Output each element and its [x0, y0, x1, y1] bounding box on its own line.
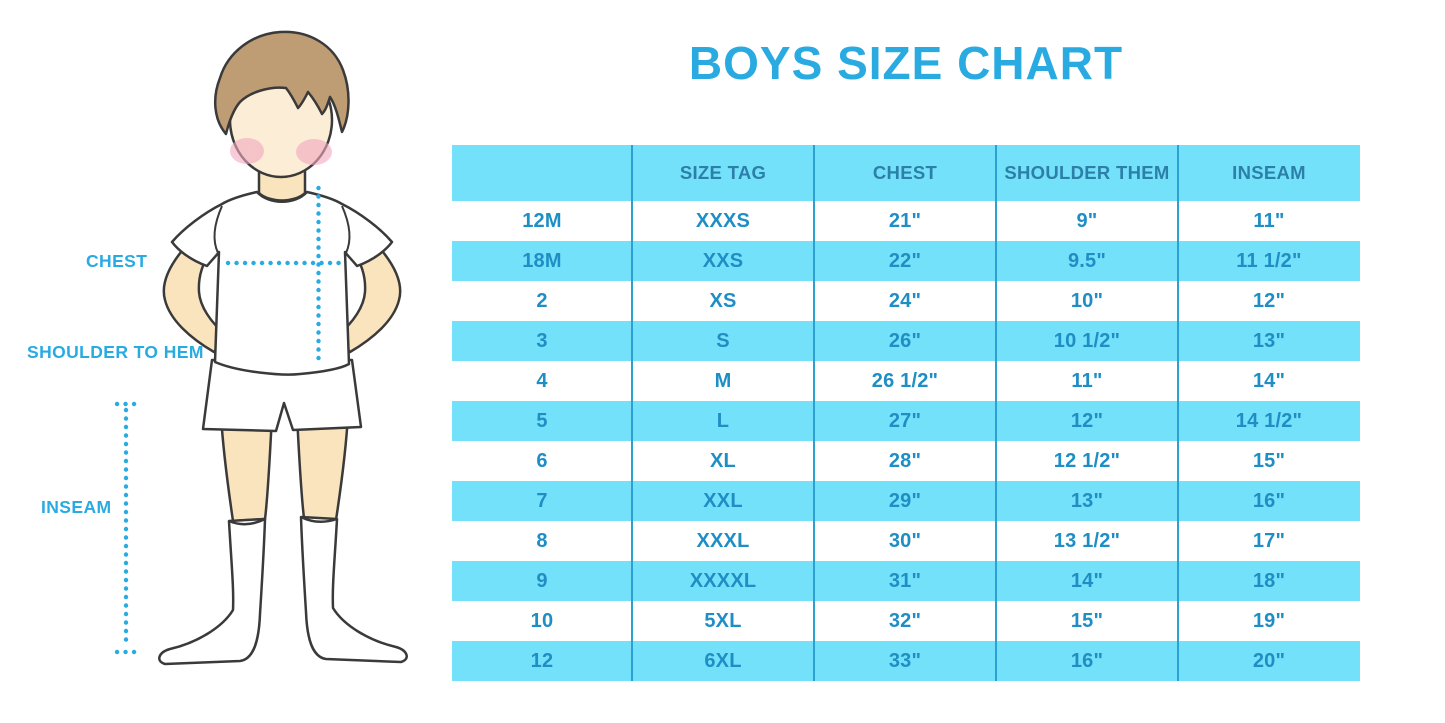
- table-row: 7 XXL 29" 13" 16": [452, 481, 1360, 521]
- inseam-label: INSEAM: [41, 497, 112, 517]
- header-cell-shoulder: SHOULDER THEM: [1004, 162, 1170, 183]
- table-cell: 5XL: [704, 609, 742, 632]
- table-cell: 18M: [522, 249, 562, 272]
- page-title: BOYS SIZE CHART: [688, 37, 1124, 89]
- table-row: 12 6XL 33" 16" 20": [452, 641, 1360, 681]
- table-cell: 17": [1252, 529, 1286, 552]
- table-cell: 31": [888, 569, 922, 592]
- table-cell: 12 1/2": [1053, 449, 1121, 472]
- table-cell: 13 1/2": [1053, 529, 1121, 552]
- column-divider: [813, 145, 815, 681]
- arms: [162, 244, 402, 354]
- table-cell: 16": [1070, 649, 1104, 672]
- table-cell: 13": [1252, 329, 1286, 352]
- column-divider: [995, 145, 997, 681]
- header-cell-size: [452, 145, 632, 201]
- column-divider: [631, 145, 633, 681]
- table-header-row: SIZE TAG CHEST SHOULDER THEM INSEAM: [452, 145, 1360, 201]
- table-cell: XXXXL: [689, 569, 757, 592]
- table-cell: 10 1/2": [1053, 329, 1121, 352]
- table-cell: 16": [1252, 489, 1286, 512]
- table-cell: 14": [1252, 369, 1286, 392]
- table-cell: 11": [1253, 209, 1285, 232]
- chest-label: CHEST: [86, 251, 148, 271]
- table-cell: 4: [536, 369, 548, 392]
- table-cell: 29": [888, 489, 922, 512]
- table-cell: S: [716, 329, 730, 352]
- table-cell: 6XL: [704, 649, 742, 672]
- table-cell: 18": [1252, 569, 1286, 592]
- table-row: 18M XXS 22" 9.5" 11 1/2": [452, 241, 1360, 281]
- table-cell: 5: [536, 409, 548, 432]
- table-row: 2 XS 24" 10" 12": [452, 281, 1360, 321]
- table-cell: XL: [710, 449, 736, 472]
- inseam-dimension-line: [114, 401, 145, 655]
- table-cell: XXS: [702, 249, 744, 272]
- table-cell: 6: [536, 449, 548, 472]
- table-cell: 20": [1252, 649, 1286, 672]
- table-cell: 19": [1252, 609, 1286, 632]
- table-body: 12M XXXS 21" 9" 11" 18M XXS 22" 9.5" 11 1/2" 2 XS 24…: [452, 201, 1360, 681]
- table-cell: 12": [1070, 409, 1104, 432]
- shoulder-to-hem-label: SHOULDER TO HEM: [27, 342, 204, 362]
- table-cell: 8: [536, 529, 548, 552]
- table-cell: 21": [888, 209, 922, 232]
- size-table: SIZE TAG CHEST SHOULDER THEM INSEAM 12M X…: [452, 145, 1360, 681]
- table-cell: 9.5": [1067, 249, 1107, 272]
- table-cell: 11 1/2": [1236, 249, 1302, 272]
- table-cell: 9: [536, 569, 548, 592]
- table-cell: XS: [709, 289, 737, 312]
- table-cell: XXL: [703, 489, 743, 512]
- table-cell: 10: [530, 609, 554, 632]
- table-cell: 15": [1252, 449, 1286, 472]
- table-cell: 15": [1070, 609, 1104, 632]
- table-cell: 3: [536, 329, 548, 352]
- table-cell: 33": [888, 649, 922, 672]
- table-cell: 13": [1070, 489, 1104, 512]
- table-cell: 26": [888, 329, 922, 352]
- table-cell: 10": [1070, 289, 1104, 312]
- table-cell: 27": [888, 409, 922, 432]
- table-row: 10 5XL 32" 15" 19": [452, 601, 1360, 641]
- table-row: 6 XL 28" 12 1/2" 15": [452, 441, 1360, 481]
- table-cell: 2: [536, 289, 548, 312]
- header-cell-inseam: INSEAM: [1232, 162, 1306, 183]
- table-row: 9 XXXXL 31" 14" 18": [452, 561, 1360, 601]
- table-row: 12M XXXS 21" 9" 11": [452, 201, 1360, 241]
- table-cell: 26 1/2": [871, 369, 939, 392]
- table-cell: 9": [1076, 209, 1098, 232]
- socks: [158, 515, 408, 666]
- header-cell-chest: CHEST: [872, 162, 938, 183]
- table-cell: L: [716, 409, 730, 432]
- cheeks: [230, 138, 332, 165]
- hair: [213, 30, 350, 136]
- table-cell: 7: [536, 489, 548, 512]
- table-cell: 30": [888, 529, 922, 552]
- table-cell: 24": [888, 289, 922, 312]
- table-cell: XXXL: [696, 529, 750, 552]
- table-cell: 32": [888, 609, 922, 632]
- table-row: 4 M 26 1/2" 11" 14": [452, 361, 1360, 401]
- table-cell: 14": [1070, 569, 1104, 592]
- table-cell: 22": [888, 249, 922, 272]
- column-divider: [1177, 145, 1179, 681]
- header-cell-size-tag: SIZE TAG: [679, 162, 767, 183]
- table-cell: 12": [1252, 289, 1286, 312]
- t-shirt: [170, 190, 394, 376]
- legs: [219, 413, 350, 523]
- boy-figure-illustration: [114, 30, 408, 666]
- table-row: 8 XXXL 30" 13 1/2" 17": [452, 521, 1360, 561]
- table-cell: XXXS: [695, 209, 751, 232]
- table-row: 3 S 26" 10 1/2" 13": [452, 321, 1360, 361]
- table-cell: 14 1/2": [1235, 409, 1303, 432]
- table-cell: 12M: [522, 209, 562, 232]
- table-cell: 11": [1071, 369, 1103, 392]
- shorts: [201, 358, 363, 433]
- table-cell: 28": [888, 449, 922, 472]
- table-cell: 12: [530, 649, 554, 672]
- table-cell: M: [714, 369, 732, 392]
- table-row: 5 L 27" 12" 14 1/2": [452, 401, 1360, 441]
